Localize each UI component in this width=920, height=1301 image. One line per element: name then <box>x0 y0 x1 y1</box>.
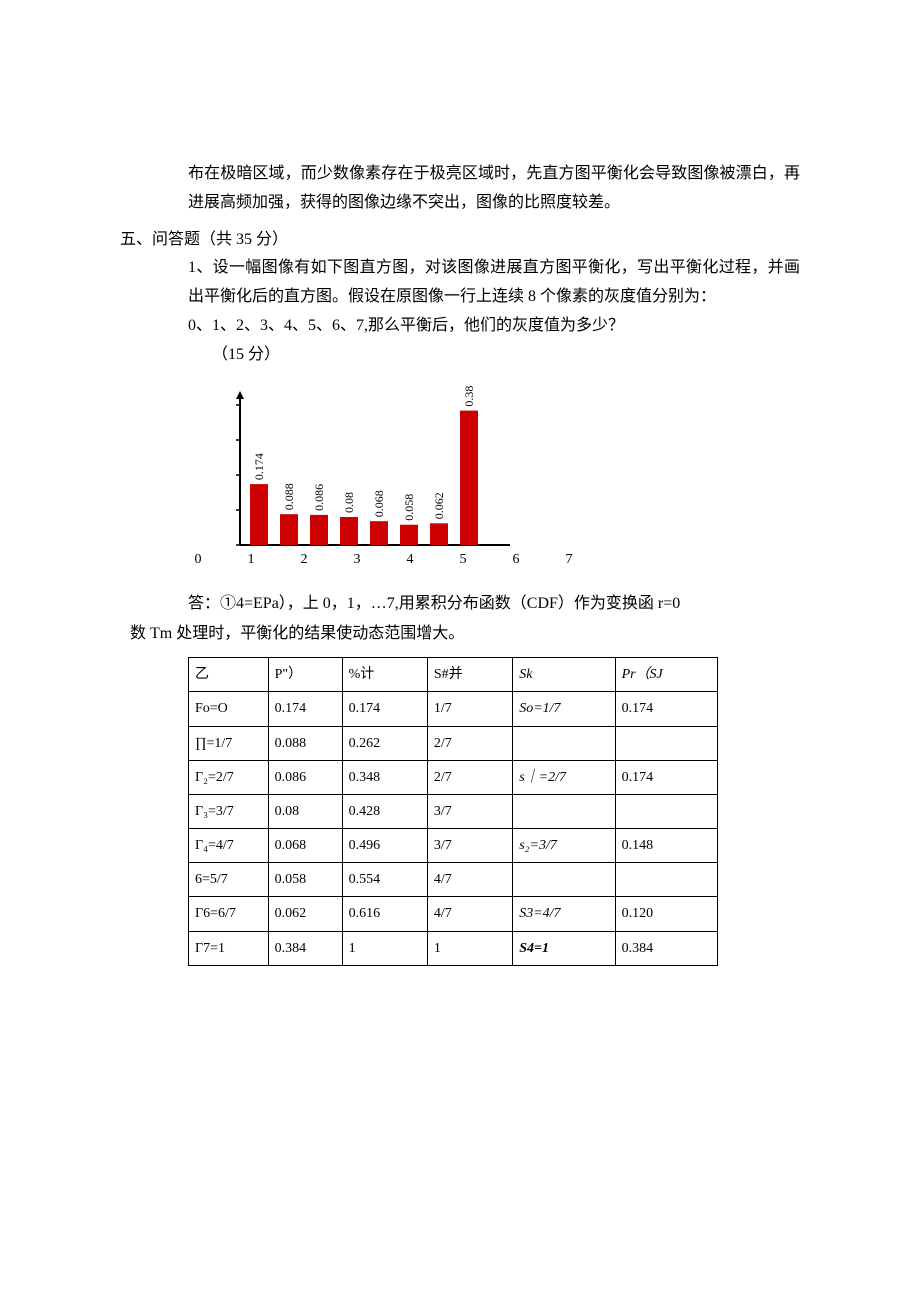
table-cell: 0.086 <box>268 760 342 794</box>
bar-0 <box>250 484 268 545</box>
bar-label-5: 0.058 <box>402 493 416 520</box>
table-cell: So=1/7 <box>513 692 615 726</box>
x-label-2: 2 <box>301 552 308 567</box>
table-cell <box>513 863 615 897</box>
table-cell <box>615 794 717 828</box>
bar-label-4: 0.068 <box>372 490 386 517</box>
table-cell: 0.428 <box>342 794 427 828</box>
bar-1 <box>280 514 298 545</box>
table-cell: s₂=3/7 <box>513 829 615 863</box>
table-row: Fo=O0.1740.1741/7So=1/70.174 <box>189 692 718 726</box>
x-label-3: 3 <box>354 552 361 567</box>
chart-svg: 0.174 0.088 0.086 0.08 0.068 0.058 0.062 0.384 0… <box>180 385 600 585</box>
table-cell: 0.148 <box>615 829 717 863</box>
table-cell: Γ7=1 <box>189 931 269 965</box>
bar-label-1: 0.088 <box>282 483 296 510</box>
table-row: Γ6=6/70.0620.6164/7S3=4/70.120 <box>189 897 718 931</box>
x-label-6: 6 <box>513 552 520 567</box>
table-cell: 0.088 <box>268 726 342 760</box>
table-cell: S4=1 <box>513 931 615 965</box>
table-cell: 0.384 <box>268 931 342 965</box>
x-label-4: 4 <box>407 552 414 567</box>
table-cell: 3/7 <box>427 794 512 828</box>
section-title: 五、问答题（共 35 分） <box>120 226 800 255</box>
table-cell: 0.554 <box>342 863 427 897</box>
table-header-cell: %计 <box>342 658 427 692</box>
bar-3 <box>340 517 358 545</box>
bar-2 <box>310 514 328 544</box>
paragraph-context: 布在极暗区域，而少数像素存在于极亮区域时，先直方图平衡化会导致图像被漂白，再进展… <box>188 160 800 218</box>
bar-4 <box>370 521 388 545</box>
table-header-cell: Pr（SJ <box>615 658 717 692</box>
table-cell: Γ₃=3/7 <box>189 794 269 828</box>
table-cell <box>513 726 615 760</box>
x-label-0: 0 <box>195 552 202 567</box>
bar-label-7: 0.384 <box>462 385 476 407</box>
table-cell: Γ₄=4/7 <box>189 829 269 863</box>
table-cell: 0.174 <box>615 760 717 794</box>
table-header-row: 乙P"）%计S#并SkPr（SJ <box>189 658 718 692</box>
table-cell: 0.058 <box>268 863 342 897</box>
table-cell <box>615 726 717 760</box>
equalization-table: 乙P"）%计S#并SkPr（SJFo=O0.1740.1741/7So=1/70… <box>188 657 800 966</box>
table-cell: 0.174 <box>615 692 717 726</box>
table-cell <box>615 863 717 897</box>
bar-7 <box>460 410 478 544</box>
table-row: Γ₃=3/70.080.4283/7 <box>189 794 718 828</box>
bar-label-0: 0.174 <box>252 453 266 480</box>
table-cell: 0.616 <box>342 897 427 931</box>
table-cell: 1 <box>427 931 512 965</box>
table-cell: Fo=O <box>189 692 269 726</box>
table-cell: 2/7 <box>427 726 512 760</box>
table-header-cell: Sk <box>513 658 615 692</box>
table-cell: 4/7 <box>427 863 512 897</box>
table-row: Γ7=10.38411S4=10.384 <box>189 931 718 965</box>
table-row: ∏=1/70.0880.2622/7 <box>189 726 718 760</box>
table-cell <box>513 794 615 828</box>
table-cell: 0.348 <box>342 760 427 794</box>
answer-line2: 数 Tm 处理时，平衡化的结果使动态范围增大。 <box>120 620 800 649</box>
table-cell: 2/7 <box>427 760 512 794</box>
table-cell: 0.496 <box>342 829 427 863</box>
table-cell: 0.08 <box>268 794 342 828</box>
table-cell: 0.174 <box>342 692 427 726</box>
question-1-line1: 1、设一幅图像有如下图直方图，对该图像进展直方图平衡化，写出平衡化过程，并画出平… <box>188 254 800 312</box>
table-cell: 0.062 <box>268 897 342 931</box>
table-cell: 0.384 <box>615 931 717 965</box>
table-cell: 0.174 <box>268 692 342 726</box>
table-row: Γ₄=4/70.0680.4963/7s₂=3/70.148 <box>189 829 718 863</box>
question-1-line2: 0、1、2、3、4、5、6、7,那么平衡后，他们的灰度值为多少？ <box>188 312 800 341</box>
table-row: Γ₂=2/70.0860.3482/7s｜=2/70.174 <box>189 760 718 794</box>
table-header-cell: S#并 <box>427 658 512 692</box>
bar-label-2: 0.086 <box>312 483 326 510</box>
bar-label-3: 0.08 <box>342 492 356 513</box>
table-row: 6=5/70.0580.5544/7 <box>189 863 718 897</box>
x-label-7: 7 <box>566 552 573 567</box>
data-table: 乙P"）%计S#并SkPr（SJFo=O0.1740.1741/7So=1/70… <box>188 657 718 966</box>
table-cell: s｜=2/7 <box>513 760 615 794</box>
table-header-cell: 乙 <box>189 658 269 692</box>
table-header-cell: P"） <box>268 658 342 692</box>
table-cell: 1 <box>342 931 427 965</box>
question-1-marks: （15 分） <box>188 341 800 370</box>
table-cell: S3=4/7 <box>513 897 615 931</box>
bar-label-6: 0.062 <box>432 492 446 519</box>
table-cell: 0.068 <box>268 829 342 863</box>
x-label-5: 5 <box>460 552 467 567</box>
table-cell: 0.262 <box>342 726 427 760</box>
bar-5 <box>400 524 418 544</box>
table-cell: 6=5/7 <box>189 863 269 897</box>
table-cell: ∏=1/7 <box>189 726 269 760</box>
answer-line1: 答：①4=EPa），上 0，1，…7,用累积分布函数（CDF）作为变换函 r=0 <box>120 590 800 619</box>
table-cell: Γ₂=2/7 <box>189 760 269 794</box>
table-cell: 4/7 <box>427 897 512 931</box>
table-cell: 3/7 <box>427 829 512 863</box>
histogram-chart: 0.174 0.088 0.086 0.08 0.068 0.058 0.062 0.384 0… <box>180 385 600 585</box>
x-label-1: 1 <box>248 552 255 567</box>
bar-6 <box>430 523 448 545</box>
table-cell: 0.120 <box>615 897 717 931</box>
table-cell: 1/7 <box>427 692 512 726</box>
table-cell: Γ6=6/7 <box>189 897 269 931</box>
